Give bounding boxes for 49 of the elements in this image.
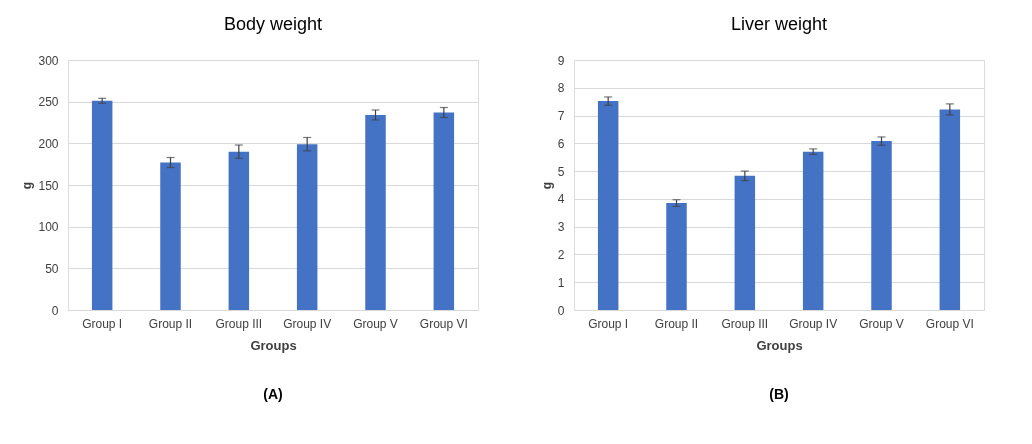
chart-title: Body weight [223, 14, 323, 34]
chart-title: Liver weight [730, 14, 828, 34]
bar [871, 141, 892, 310]
y-tick-label: 0 [557, 303, 565, 318]
bar [734, 175, 756, 310]
y-tick-label: 200 [38, 136, 59, 151]
y-tick-label: 300 [38, 53, 59, 68]
bar [296, 144, 318, 310]
y-tick-label: 250 [38, 95, 59, 110]
y-tick-label: 7 [557, 109, 565, 124]
x-tick-label: Group IV [283, 316, 332, 331]
y-tick-label: 6 [557, 136, 565, 151]
y-tick-label: 1 [557, 275, 565, 290]
x-tick-label: Group I [82, 316, 123, 331]
y-tick-label: 0 [51, 303, 59, 318]
x-tick-label: Group VI [925, 316, 974, 331]
y-tick-label: 3 [557, 220, 565, 235]
y-axis-title: g [20, 181, 35, 190]
x-tick-label: Group IV [789, 316, 838, 331]
bar [91, 100, 113, 310]
bar [365, 115, 386, 310]
bar [597, 101, 619, 310]
x-tick-label: Group III [215, 316, 263, 331]
y-tick-label: 9 [557, 53, 565, 68]
bar [666, 203, 687, 310]
x-tick-label: Group II [148, 316, 193, 331]
y-tick-label: 50 [45, 261, 59, 276]
y-axis-title: g [539, 181, 554, 190]
x-tick-label: Group I [588, 316, 629, 331]
bar [228, 151, 250, 310]
x-axis-title: Groups [250, 337, 297, 353]
bar [433, 112, 455, 310]
x-tick-label: Group V [353, 316, 398, 331]
bar [160, 162, 181, 310]
y-tick-label: 5 [557, 164, 565, 179]
y-tick-label: 2 [557, 247, 565, 262]
x-tick-label: Group VI [419, 316, 468, 331]
y-tick-label: 100 [38, 220, 59, 235]
bar [802, 151, 824, 310]
y-tick-label: 4 [557, 192, 565, 207]
y-tick-label: 8 [557, 81, 565, 96]
bar [939, 109, 961, 310]
x-tick-label: Group II [654, 316, 699, 331]
y-tick-label: 150 [38, 178, 59, 193]
x-axis-title: Groups [756, 337, 803, 353]
text: (B) [769, 386, 789, 402]
x-tick-label: Group V [859, 316, 904, 331]
text: (A) [263, 386, 283, 402]
x-tick-label: Group III [721, 316, 769, 331]
